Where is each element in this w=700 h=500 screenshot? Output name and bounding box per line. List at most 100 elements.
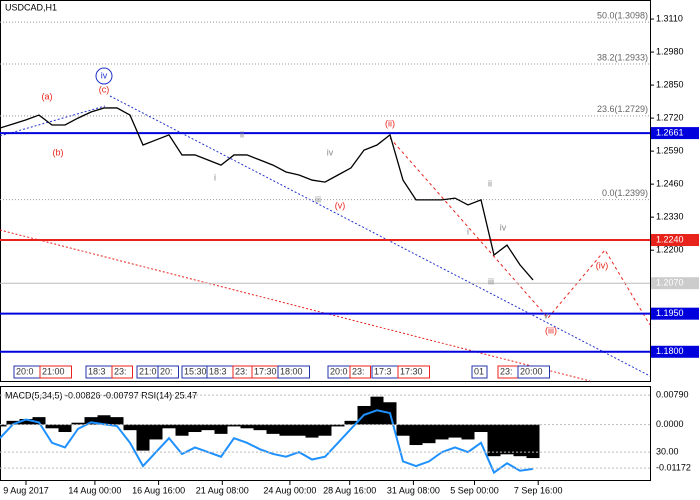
wave-label: (c) [99, 84, 110, 94]
fib-label: 38.2(1.2933) [597, 52, 648, 62]
time-box-label: 21:0 [139, 366, 157, 376]
price-box [651, 277, 699, 290]
wave-label: (ii) [385, 118, 395, 128]
macd-bar [19, 418, 33, 425]
x-tick-label: 31 Aug 08:00 [387, 485, 440, 495]
x-tick-label: 24 Aug 00:00 [263, 485, 316, 495]
rsi-line [0, 409, 534, 475]
y-tick-label: 1.2850 [656, 79, 684, 89]
macd-bar [136, 424, 150, 451]
macd-bar [331, 424, 345, 427]
macd-bar [84, 417, 98, 425]
macd-bar [45, 424, 59, 429]
macd-bar [409, 424, 423, 446]
wave-label: i [467, 226, 469, 236]
main-frame [0, 0, 651, 382]
time-box-label: 18:00 [280, 366, 303, 376]
time-box-label: 23: [114, 366, 127, 376]
macd-bar [227, 424, 241, 427]
macd-bar [162, 424, 176, 429]
time-box-label: 20:00 [520, 366, 543, 376]
macd-bar [149, 424, 163, 440]
wave-label: (iii) [545, 325, 557, 335]
y-tick-label: 1.2590 [656, 145, 684, 155]
macd-bar [513, 424, 527, 457]
chart-title: USDCAD,H1 [5, 2, 57, 12]
time-box [111, 365, 133, 379]
time-box-label: 23: [352, 366, 365, 376]
x-tick-label: 5 Sep 00:00 [450, 485, 499, 495]
x-tick-label: 9 Aug 2017 [3, 485, 49, 495]
time-box-label: 20:0 [330, 366, 348, 376]
macd-bar [292, 424, 306, 436]
time-box [517, 365, 550, 379]
level-label: 1.1950 [656, 308, 684, 318]
macd-bar [58, 424, 72, 433]
x-tick-label: 14 Aug 00:00 [68, 485, 121, 495]
x-tick-label: 28 Aug 16:00 [323, 485, 376, 495]
level-label: 1.2240 [656, 234, 684, 244]
time-box-label: 23: [235, 366, 248, 376]
macd-bar [175, 424, 189, 436]
wave-label: v [544, 310, 549, 320]
time-box [349, 365, 371, 379]
level-label: 1.1800 [656, 346, 684, 356]
time-box [277, 365, 310, 379]
macd-bar [6, 420, 20, 425]
macd-bar [461, 424, 475, 440]
macd-bar [71, 422, 85, 425]
trend-line [109, 95, 651, 377]
wave-circle [95, 67, 113, 85]
macd-bar [240, 424, 254, 429]
macd-tick-label: -0.01172 [656, 463, 691, 473]
wave-label: (a) [42, 91, 53, 101]
wave-label: (v) [335, 200, 346, 210]
macd-bar [344, 420, 358, 425]
wave-label: (b) [53, 147, 64, 157]
time-box [397, 365, 430, 379]
fib-label: 0.0(1.2399) [602, 188, 648, 198]
macd-bar [435, 424, 449, 440]
macd-bar [214, 424, 228, 434]
macd-bar [526, 424, 540, 459]
time-box-label: 23: [500, 366, 513, 376]
indicator-frame [0, 386, 651, 481]
level-box [651, 127, 699, 140]
time-box-label: 18:3 [88, 366, 106, 376]
macd-bar [110, 417, 124, 425]
time-box-label: 17:30 [400, 366, 423, 376]
macd-bar [448, 424, 462, 438]
wave-label: iii [315, 194, 321, 204]
level-box [651, 234, 699, 247]
time-box-label: 21:00 [42, 366, 65, 376]
time-box-label: 18:3 [209, 366, 227, 376]
time-box-label: 20:0 [16, 366, 34, 376]
wave-label: ii [488, 178, 492, 188]
time-box [157, 365, 179, 379]
level-box [651, 345, 699, 358]
macd-tick-label: 0.00790 [656, 390, 689, 400]
projection-line [389, 137, 651, 326]
macd-bar [305, 424, 319, 438]
y-tick-label: 1.2460 [656, 179, 684, 189]
trend-line [0, 229, 591, 382]
fib-label: 23.6(1.2729) [597, 104, 648, 114]
y-tick-label: 1.2330 [656, 212, 684, 222]
macd-bar [396, 424, 410, 436]
x-tick-label: 16 Aug 16:00 [132, 485, 185, 495]
macd-bar [123, 424, 137, 431]
time-box [471, 365, 488, 379]
macd-bar [0, 424, 7, 427]
wave-label: iv [327, 147, 334, 157]
time-box-label: 01 [474, 366, 484, 376]
x-tick-label: 21 Aug 08:00 [196, 485, 249, 495]
wave-label: (iv) [596, 260, 609, 270]
macd-bar [500, 424, 514, 455]
macd-bar [97, 415, 111, 425]
macd-tick-label: 0.0000 [656, 419, 684, 429]
y-tick-label: 1.2980 [656, 46, 684, 56]
macd-bar [32, 417, 46, 425]
macd-bar [318, 424, 332, 436]
